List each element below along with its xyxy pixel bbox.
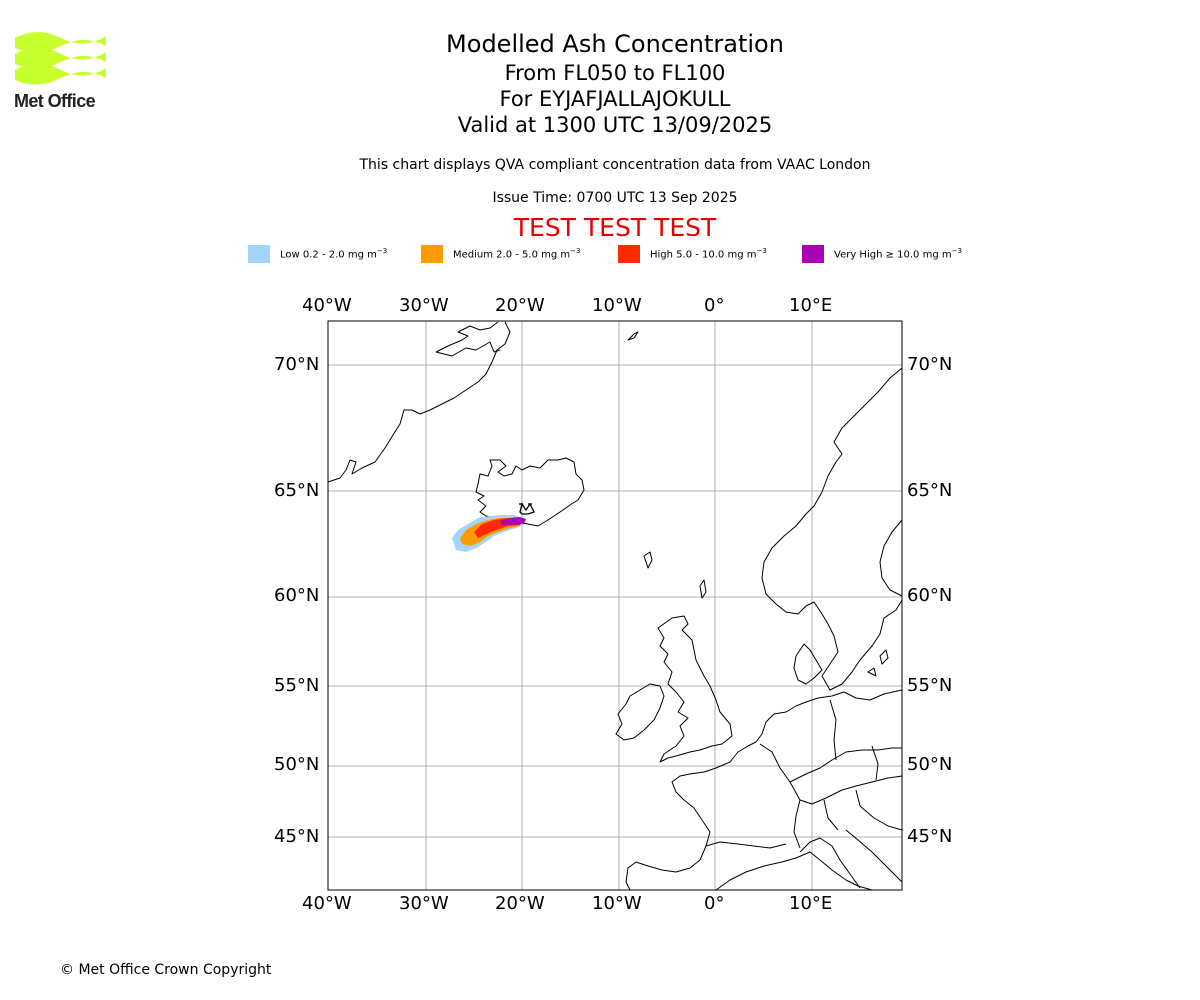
lon-label-top: 10°E [789, 295, 833, 316]
ash-plume [452, 515, 526, 552]
legend-swatch-very-high [802, 245, 824, 263]
lat-label-left: 50°N [274, 754, 320, 775]
flight-level-range: From FL050 to FL100 [504, 61, 726, 85]
greenland-coast [327, 321, 511, 483]
legend-label-low: Low 0.2 - 2.0 mg m [280, 249, 377, 261]
map-gridlines [328, 321, 902, 890]
valid-time: Valid at 1300 UTC 13/09/2025 [457, 113, 773, 137]
lon-label-bottom: 20°W [495, 893, 545, 914]
great-britain-coast [657, 615, 733, 763]
legend-swatch-high [618, 245, 640, 263]
scandinavia-coast [761, 367, 903, 691]
logo-text: Met Office [14, 91, 96, 111]
lat-label-left: 65°N [274, 480, 320, 501]
ash-area-very-high [500, 517, 526, 525]
adriatic-coast [845, 829, 903, 883]
greenland-north-coast [435, 321, 501, 357]
lon-label-top: 0° [704, 295, 725, 316]
jan-mayen [627, 331, 639, 341]
volcano-name: For EYJAFJALLAJOKULL [499, 87, 731, 111]
faroe-islands [643, 551, 653, 569]
lon-label-top: 20°W [495, 295, 545, 316]
lat-label-right: 55°N [907, 675, 953, 696]
legend-swatch-low [248, 245, 270, 263]
legend-label-very-high: Very High ≥ 10.0 mg m [834, 249, 952, 261]
lon-label-bottom: 0° [704, 893, 725, 914]
lat-label-right: 60°N [907, 585, 953, 606]
map-frame [327, 320, 903, 891]
legend-label-high: High 5.0 - 10.0 mg m [650, 249, 757, 261]
lat-label-right: 50°N [907, 754, 953, 775]
met-office-logo: Met Office [14, 30, 108, 112]
test-banner: TEST TEST TEST [513, 213, 717, 242]
lat-label-right: 70°N [907, 354, 953, 375]
legend-label-medium: Medium 2.0 - 5.0 mg m [453, 249, 571, 261]
gulf-of-bothnia [879, 519, 903, 597]
lat-label-left: 55°N [274, 675, 320, 696]
denmark-coast [793, 643, 823, 685]
volcano-marker-icon [519, 502, 535, 515]
lon-label-bottom: 10°E [789, 893, 833, 914]
lon-label-bottom: 30°W [399, 893, 449, 914]
lon-label-top: 40°W [302, 295, 352, 316]
chart-description: This chart displays QVA compliant concen… [359, 157, 871, 173]
lat-label-right: 65°N [907, 480, 953, 501]
mediterranean-coast [715, 851, 873, 891]
italy-coast [799, 837, 861, 889]
continental-coast [625, 689, 903, 891]
iceland-coast [475, 457, 585, 527]
baltic-islands [867, 649, 889, 677]
lon-label-top: 30°W [399, 295, 449, 316]
ireland-coast [615, 683, 665, 741]
lat-label-left: 70°N [274, 354, 320, 375]
legend-swatch-medium [421, 245, 443, 263]
lon-label-bottom: 10°W [592, 893, 642, 914]
country-borders [705, 699, 903, 849]
page-title: Modelled Ash Concentration [446, 30, 784, 58]
lat-label-left: 60°N [274, 585, 320, 606]
lat-label-right: 45°N [907, 826, 953, 847]
met-office-wave-mark [15, 32, 106, 85]
lon-label-bottom: 40°W [302, 893, 352, 914]
chart-titles: Modelled Ash Concentration From FL050 to… [315, 28, 915, 138]
shetland [699, 579, 707, 599]
lon-label-top: 10°W [592, 295, 642, 316]
issue-time: Issue Time: 0700 UTC 13 Sep 2025 [492, 190, 738, 206]
lat-label-left: 45°N [274, 826, 320, 847]
copyright-notice: © Met Office Crown Copyright [60, 962, 272, 978]
coastlines [327, 321, 903, 891]
